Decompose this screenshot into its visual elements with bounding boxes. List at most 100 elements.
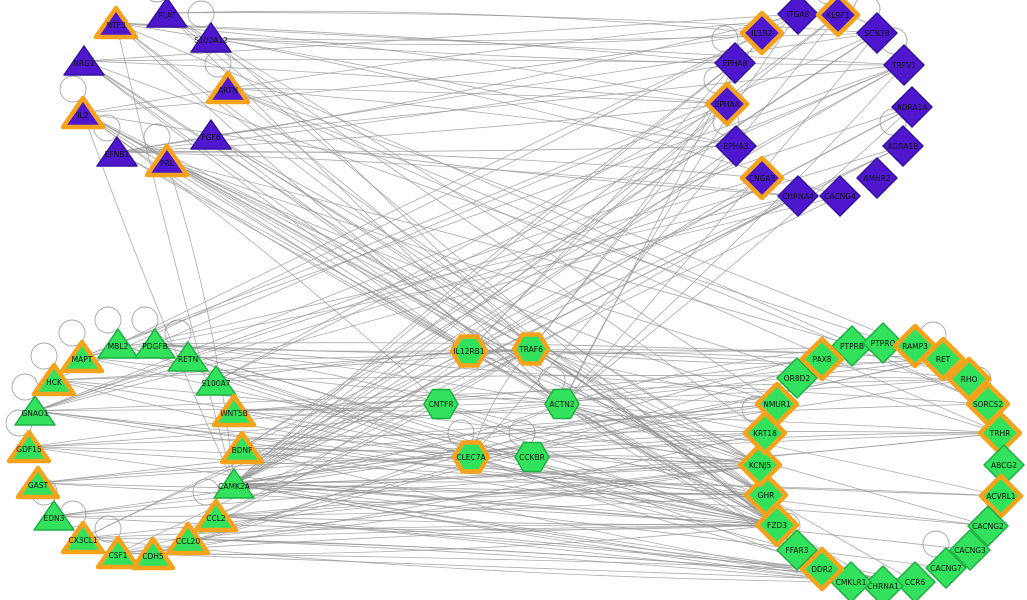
node-IL12RB1[interactable]: IL12RB1 bbox=[449, 334, 489, 368]
purple-triangle-shape[interactable] bbox=[205, 70, 251, 105]
node-CNGA3[interactable]: CNGA3 bbox=[739, 155, 785, 201]
purple-triangle-shape[interactable] bbox=[146, 0, 188, 28]
node-MAPT[interactable]: MAPT bbox=[59, 339, 105, 374]
node-MBL2[interactable]: MBL2 bbox=[97, 328, 139, 359]
purple-triangle-shape[interactable] bbox=[190, 22, 232, 53]
edge-CAMK2A-EPHA4 bbox=[233, 103, 728, 485]
edge-S100A7-EPHA4 bbox=[215, 103, 728, 382]
green-diamond-shape[interactable] bbox=[776, 529, 818, 571]
green-triangle-shape[interactable] bbox=[33, 500, 75, 531]
node-EPHA3[interactable]: EPHA3 bbox=[715, 125, 757, 167]
green-hexagon-shape[interactable] bbox=[449, 334, 489, 368]
node-ADRA1B[interactable]: ADRA1B bbox=[882, 125, 924, 167]
purple-diamond-shape[interactable] bbox=[739, 155, 785, 201]
green-diamond-shape[interactable] bbox=[967, 505, 1009, 547]
green-diamond-shape[interactable] bbox=[925, 547, 967, 589]
green-diamond-shape[interactable] bbox=[978, 473, 1024, 519]
purple-diamond-shape[interactable] bbox=[882, 125, 924, 167]
edge-ACTN2-CHRNA1 bbox=[561, 403, 884, 587]
purple-triangle-shape[interactable] bbox=[93, 5, 139, 40]
node-ADRA1A[interactable]: ADRA1A bbox=[891, 86, 933, 128]
green-hexagon-shape[interactable] bbox=[451, 440, 491, 474]
green-triangle-shape[interactable] bbox=[6, 429, 52, 464]
green-triangle-shape[interactable] bbox=[167, 341, 209, 372]
edge-ACTN2-KRT18 bbox=[561, 403, 766, 434]
edge-PDGFB-SORCS2 bbox=[154, 343, 989, 405]
purple-diamond-shape[interactable] bbox=[856, 12, 898, 54]
purple-diamond-shape[interactable] bbox=[715, 125, 757, 167]
green-triangle-shape[interactable] bbox=[97, 328, 139, 359]
node-TRAF6[interactable]: TRAF6 bbox=[511, 332, 551, 366]
purple-diamond-shape[interactable] bbox=[819, 175, 861, 217]
purple-triangle-shape[interactable] bbox=[144, 143, 190, 178]
purple-diamond-shape[interactable] bbox=[856, 157, 898, 199]
purple-triangle-shape[interactable] bbox=[63, 45, 105, 76]
green-triangle-shape[interactable] bbox=[211, 393, 257, 428]
node-CCKBR[interactable]: CCKBR bbox=[514, 441, 550, 473]
edge-GAST-NMUR1 bbox=[37, 403, 778, 484]
edge-CCL20-TRAF6 bbox=[187, 348, 532, 540]
node-PLAT[interactable]: PLAT bbox=[146, 0, 188, 28]
node-IL1R2[interactable]: IL1R2 bbox=[739, 10, 785, 56]
green-diamond-shape[interactable] bbox=[776, 357, 818, 399]
purple-triangle-shape[interactable] bbox=[60, 95, 106, 130]
green-diamond-shape[interactable] bbox=[946, 356, 992, 402]
purple-diamond-shape[interactable] bbox=[777, 0, 819, 35]
green-hexagon-shape[interactable] bbox=[544, 388, 580, 420]
green-diamond-shape[interactable] bbox=[743, 472, 789, 518]
node-IL2[interactable]: IL2 bbox=[60, 95, 106, 130]
green-triangle-shape[interactable] bbox=[165, 521, 211, 556]
green-triangle-shape[interactable] bbox=[219, 430, 265, 465]
green-triangle-shape[interactable] bbox=[15, 465, 61, 500]
green-triangle-shape[interactable] bbox=[60, 520, 106, 555]
edge-S100A7-TRPV1 bbox=[215, 64, 905, 382]
node-AMHR2[interactable]: AMHR2 bbox=[856, 157, 898, 199]
green-diamond-shape[interactable] bbox=[799, 336, 845, 382]
node-TRPV1[interactable]: TRPV1 bbox=[883, 44, 925, 86]
node-EDN3[interactable]: EDN3 bbox=[33, 500, 75, 531]
green-triangle-shape[interactable] bbox=[213, 468, 255, 499]
edge-CAMK2A-CNGA3 bbox=[233, 177, 763, 485]
purple-diamond-shape[interactable] bbox=[883, 44, 925, 86]
green-hexagon-shape[interactable] bbox=[514, 441, 550, 473]
green-triangle-shape[interactable] bbox=[134, 328, 176, 359]
green-diamond-shape[interactable] bbox=[862, 565, 904, 600]
green-diamond-shape[interactable] bbox=[737, 442, 783, 488]
green-triangle-shape[interactable] bbox=[95, 535, 141, 570]
green-diamond-shape[interactable] bbox=[894, 561, 936, 600]
green-triangle-shape[interactable] bbox=[195, 365, 237, 396]
purple-triangle-shape[interactable] bbox=[96, 136, 138, 167]
edge-CAMK2A-CHRNA4 bbox=[233, 195, 799, 485]
node-ACTN2[interactable]: ACTN2 bbox=[544, 388, 580, 420]
green-triangle-shape[interactable] bbox=[130, 536, 176, 571]
green-triangle-shape[interactable] bbox=[59, 339, 105, 374]
purple-diamond-shape[interactable] bbox=[714, 42, 756, 84]
green-diamond-shape[interactable] bbox=[920, 336, 966, 382]
purple-diamond-shape[interactable] bbox=[704, 81, 750, 127]
node-CNTFR[interactable]: CNTFR bbox=[423, 388, 459, 420]
green-triangle-shape[interactable] bbox=[193, 498, 239, 533]
node-NTF3[interactable]: NTF3 bbox=[93, 5, 139, 40]
node-CLEC7A[interactable]: CLEC7A bbox=[451, 440, 491, 474]
node-ARTN[interactable]: ARTN bbox=[205, 70, 251, 105]
green-diamond-shape[interactable] bbox=[799, 546, 845, 592]
green-diamond-shape[interactable] bbox=[949, 529, 991, 571]
purple-diamond-shape[interactable] bbox=[777, 175, 819, 217]
node-EPHA8[interactable]: EPHA8 bbox=[714, 42, 756, 84]
purple-diamond-shape[interactable] bbox=[739, 10, 785, 56]
purple-triangle-shape[interactable] bbox=[190, 119, 232, 150]
green-hexagon-shape[interactable] bbox=[423, 388, 459, 420]
edge-HCK-IL12RB1 bbox=[53, 350, 470, 381]
green-triangle-shape[interactable] bbox=[31, 362, 77, 397]
edge-MAPT-FZD3 bbox=[81, 356, 778, 526]
node-GAST[interactable]: GAST bbox=[15, 465, 61, 500]
purple-diamond-shape[interactable] bbox=[815, 0, 861, 38]
green-diamond-shape[interactable] bbox=[754, 381, 800, 427]
green-triangle-shape[interactable] bbox=[14, 395, 56, 426]
node-SCN3B[interactable]: SCN3B bbox=[856, 12, 898, 54]
purple-diamond-shape[interactable] bbox=[891, 86, 933, 128]
green-diamond-shape[interactable] bbox=[862, 322, 904, 364]
green-hexagon-shape[interactable] bbox=[511, 332, 551, 366]
